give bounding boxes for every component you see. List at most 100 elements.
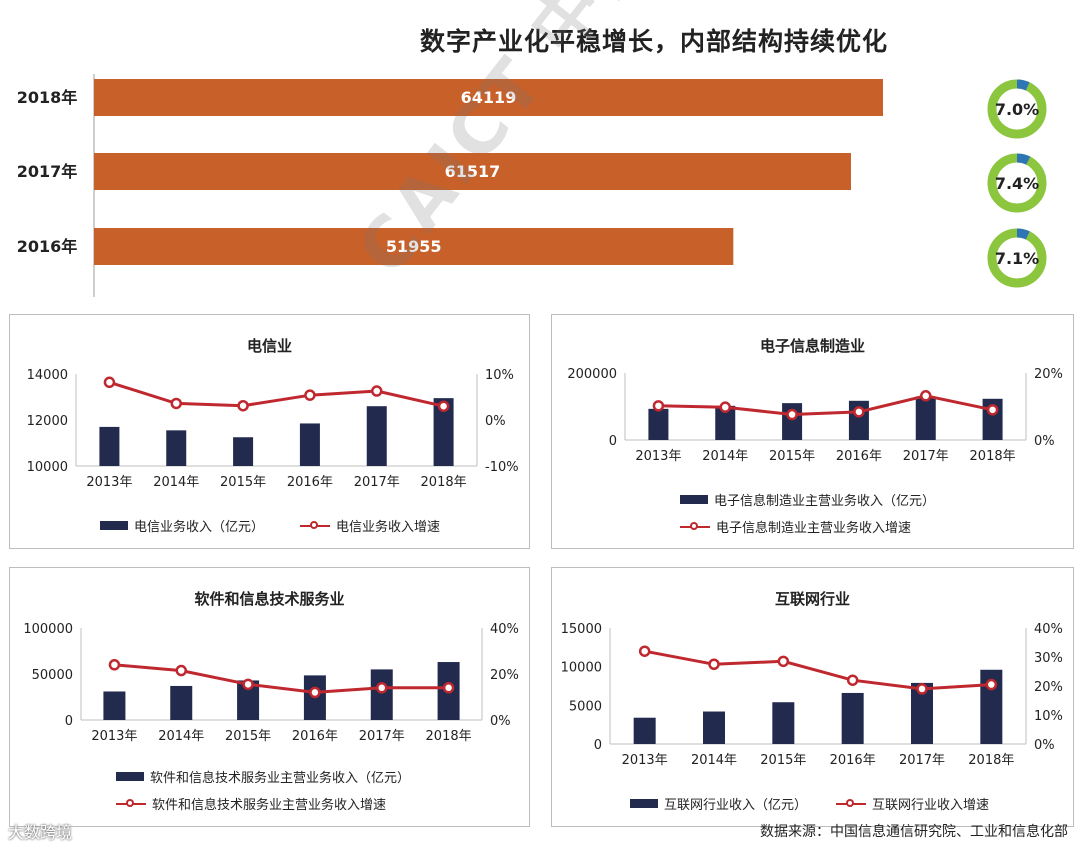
growth-point	[853, 406, 865, 418]
software-title: 软件和信息技术服务业	[194, 590, 345, 608]
software-chart: 100000 50000 0 40% 20% 0% 2013年 2014年 2015年 2016年…	[23, 622, 519, 744]
internet-chart: 15000 10000 5000 0 40% 30% 20% 10% 0% 2013年 2014年 2…	[561, 622, 1063, 768]
main-title: 数字产业化平稳增长，内部结构持续优化	[420, 27, 889, 56]
legend-line-swatch	[300, 520, 330, 529]
growth-point	[916, 683, 928, 695]
right-tick-label: 10%	[485, 368, 514, 383]
brand-logo-text: 大数跨境	[8, 823, 73, 842]
left-tick-label: 15000	[561, 622, 602, 637]
growth-ring-segment	[1016, 79, 1030, 91]
growth-line	[108, 380, 444, 408]
source-note: 数据来源：中国信息通信研究院、工业和信息化部	[760, 824, 1068, 840]
x-tick-label: 2015年	[760, 753, 806, 768]
category-label: 2017年	[17, 162, 78, 181]
bar-2015年	[237, 680, 260, 720]
legend-bar-swatch	[630, 799, 658, 808]
left-tick-label: 12000	[27, 414, 68, 429]
bar-value-label: 51955	[386, 237, 442, 256]
bar-2014年	[170, 685, 193, 720]
right-tick-label: 20%	[1034, 680, 1063, 695]
left-tick-label: 0	[65, 714, 73, 729]
x-tick-label: 2013年	[622, 753, 668, 768]
growth-point	[777, 655, 790, 668]
bar-2018年	[433, 398, 454, 466]
left-tick-label: 200000	[567, 367, 617, 382]
growth-point	[985, 678, 998, 691]
x-tick-label: 2018年	[421, 475, 467, 490]
bar-2018年	[94, 79, 883, 116]
bar-value-label: 64119	[461, 88, 517, 107]
growth-point	[242, 678, 254, 691]
bar-2015年	[233, 437, 254, 466]
right-tick-label: 40%	[1034, 622, 1063, 637]
category-label: 2016年	[17, 237, 78, 256]
right-tick-label: 30%	[1034, 651, 1063, 666]
growth-point	[108, 659, 121, 671]
bar-2017年	[370, 669, 393, 720]
x-tick-label: 2013年	[635, 449, 681, 464]
bar-2013年	[633, 717, 656, 744]
electronics-chart: 200000 0 20% 0% 2013年 2014年 2015年 2016年 2017年 201…	[567, 367, 1063, 464]
x-tick-label: 2015年	[225, 729, 271, 744]
legend-line-swatch	[836, 798, 866, 807]
growth-rate-label: 7.1%	[995, 249, 1039, 268]
bar-2016年	[299, 423, 320, 466]
bar-2014年	[703, 711, 725, 744]
growth-rate-label: 7.0%	[995, 100, 1039, 119]
bar-2017年	[911, 682, 933, 744]
right-tick-label: 0%	[485, 414, 506, 429]
x-tick-label: 2014年	[702, 449, 748, 464]
left-tick-label: 50000	[32, 668, 73, 683]
legend-telecom-growth: 电信业务收入增速	[300, 516, 440, 535]
total-revenue-bar-chart: 64119 2018年 7.0% 61517 2017年 7.4% 51955 2016年 7.…	[17, 74, 1047, 297]
x-tick-label: 2017年	[354, 475, 400, 490]
right-tick-label: 20%	[1034, 367, 1063, 382]
internet-title: 互联网行业	[774, 590, 850, 608]
bar-2013年	[99, 426, 120, 466]
right-tick-label: -10%	[485, 460, 519, 475]
bar-2017年	[366, 406, 387, 466]
growth-ring-segment	[1016, 228, 1030, 240]
bar-2018年	[980, 669, 1003, 744]
growth-point	[719, 401, 731, 413]
right-tick-label: 20%	[490, 668, 519, 683]
bar-2015年	[772, 702, 795, 744]
right-tick-label: 40%	[490, 622, 519, 637]
bar-2013年	[648, 408, 669, 440]
legend-software-revenue: 软件和信息技术服务业主营业务收入（亿元）	[116, 767, 410, 786]
growth-point	[304, 389, 316, 401]
legend-telecom-revenue: 电信业务收入（亿元）	[100, 516, 264, 535]
growth-point	[103, 376, 116, 389]
left-tick-label: 10000	[27, 460, 68, 475]
bar-2013年	[103, 691, 126, 720]
legend-line-swatch	[680, 521, 710, 530]
legend-label: 软件和信息技术服务业主营业务收入增速	[152, 798, 387, 813]
growth-point	[986, 404, 999, 416]
x-tick-label: 2013年	[86, 475, 132, 490]
growth-point	[920, 390, 932, 402]
bar-2016年	[94, 228, 734, 265]
growth-point	[170, 397, 182, 410]
telecom-title: 电信业	[246, 337, 292, 355]
electronics-panel: 电子信息制造业 200000 0 20% 0% 2013年 2014年 2015年 2016年…	[551, 314, 1074, 549]
left-tick-label: 10000	[561, 661, 602, 676]
internet-panel: 互联网行业 15000 10000 5000 0 40% 30% 20% 10% 0% 2013年…	[551, 567, 1074, 827]
bar-2017年	[94, 153, 851, 190]
growth-point	[786, 408, 798, 421]
right-tick-label: 10%	[1034, 709, 1063, 724]
left-tick-label: 0	[609, 434, 617, 449]
left-tick-label: 100000	[23, 622, 73, 637]
right-tick-label: 0%	[1034, 434, 1055, 449]
left-tick-label: 14000	[27, 368, 68, 383]
x-tick-label: 2014年	[153, 475, 199, 490]
legend-bar-swatch	[116, 772, 144, 781]
legend-electronics-growth: 电子信息制造业主营业务收入增速	[680, 517, 911, 536]
growth-line	[644, 649, 992, 691]
electronics-title: 电子信息制造业	[759, 337, 865, 355]
legend-label: 软件和信息技术服务业主营业务收入（亿元）	[150, 771, 411, 786]
legend-internet-growth: 互联网行业收入增速	[836, 794, 989, 813]
x-tick-label: 2015年	[769, 449, 815, 464]
growth-point	[376, 682, 388, 694]
telecom-panel: 电信业 14000 12000 10000 10% 0% -10% 2013年 2014年 20…	[9, 314, 530, 549]
legend-label: 互联网行业收入（亿元）	[664, 798, 808, 813]
